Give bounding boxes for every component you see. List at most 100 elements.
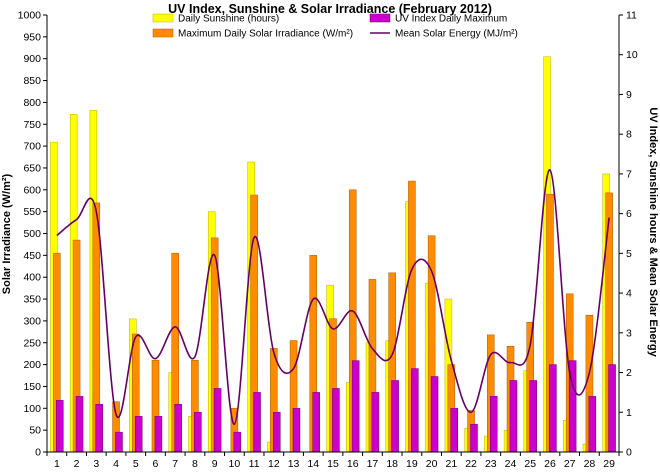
y-right-tick-label: 0	[626, 447, 632, 459]
legend-item-2: UV Index Daily Maximum	[369, 13, 507, 25]
y-left-tick-label: 0	[35, 447, 41, 459]
chart-title: UV Index, Sunshine & Solar Irradiance (F…	[168, 2, 492, 16]
x-tick-label: 14	[307, 458, 319, 470]
x-tick-label: 20	[426, 458, 438, 470]
x-tick-label: 21	[445, 458, 457, 470]
y-left-tick-label: 700	[23, 141, 41, 153]
x-tick-label: 3	[93, 458, 99, 470]
y-left-tick-label: 50	[29, 425, 41, 437]
x-tick-label: 17	[367, 458, 379, 470]
y-right-tick-label: 9	[626, 89, 632, 101]
bar-s2-18	[391, 380, 399, 453]
y-left-tick-label: 400	[23, 272, 41, 284]
bar-s2-16	[351, 360, 360, 453]
bar-s2-23	[489, 396, 498, 453]
bar-s2-6	[154, 416, 163, 453]
legend-item-1: Maximum Daily Solar Irradiance (W/m²)	[152, 29, 353, 40]
x-tick-label: 5	[133, 458, 139, 470]
y-axis-right-title: UV Index, Sunshine hours & Mean Solar En…	[647, 107, 659, 357]
bar-s2-11	[253, 392, 261, 453]
legend-label-2: UV Index Daily Maximum	[395, 14, 507, 25]
bar-s2-14	[312, 392, 320, 453]
y-left-tick-label: 100	[23, 403, 41, 415]
y-axis-left-title: Solar Irradiance (W/m²)	[1, 173, 13, 294]
bar-s2-25	[529, 380, 537, 453]
y-left-tick-label: 500	[23, 228, 41, 240]
x-tick-label: 8	[192, 458, 198, 470]
legend-label-0: Daily Sunshine (hours)	[178, 14, 279, 25]
legend-item-0: Daily Sunshine (hours)	[152, 13, 279, 25]
y-right-tick-label: 2	[626, 367, 632, 379]
y-right-tick-label: 1	[626, 407, 632, 419]
bar-s2-29	[608, 364, 616, 453]
bar-s2-1	[56, 400, 64, 453]
x-tick-label: 28	[584, 458, 596, 470]
y-left-tick-label: 950	[23, 31, 41, 43]
bar-s2-15	[332, 388, 340, 453]
y-left-tick-label: 350	[23, 294, 41, 306]
y-left-tick-label: 300	[23, 315, 41, 327]
y-right-tick-label: 10	[626, 49, 638, 61]
x-tick-label: 1	[54, 458, 60, 470]
bar-s2-19	[411, 368, 419, 453]
x-tick-label: 12	[268, 458, 280, 470]
bar-s2-20	[430, 376, 439, 453]
bar-s2-17	[371, 392, 380, 453]
x-tick-label: 27	[564, 458, 576, 470]
y-left-tick-label: 900	[23, 53, 41, 65]
x-tick-label: 24	[505, 458, 517, 470]
y-left-tick-label: 550	[23, 206, 41, 218]
x-tick-label: 7	[172, 458, 178, 470]
x-tick-label: 10	[229, 458, 241, 470]
bar-s2-5	[134, 416, 143, 453]
bar-s2-21	[450, 408, 459, 453]
x-tick-label: 6	[153, 458, 159, 470]
y-right-tick-label: 8	[626, 129, 632, 141]
y-left-tick-label: 1000	[18, 10, 42, 22]
bar-s2-12	[273, 412, 281, 453]
legend: Daily Sunshine (hours) Maximum Daily Sola…	[152, 13, 518, 40]
legend-label-3: Mean Solar Energy (MJ/m²)	[395, 29, 518, 40]
y-right-tick-label: 4	[626, 288, 632, 300]
y-left-tick-label: 150	[23, 381, 41, 393]
bar-s2-9	[213, 388, 222, 453]
x-tick-label: 18	[386, 458, 398, 470]
x-tick-label: 13	[288, 458, 300, 470]
y-left-tick-label: 450	[23, 250, 41, 262]
x-tick-label: 19	[406, 458, 418, 470]
legend-label-1: Maximum Daily Solar Irradiance (W/m²)	[178, 29, 353, 40]
bar-s2-28	[588, 396, 597, 453]
x-tick-label: 16	[347, 458, 359, 470]
x-tick-label: 4	[113, 458, 119, 470]
bar-s2-3	[95, 404, 103, 453]
line-series-3	[56, 169, 610, 425]
bar-s2-26	[549, 364, 557, 453]
x-tick-label: 23	[485, 458, 497, 470]
y-right-tick-label: 5	[626, 248, 632, 260]
plot-area	[50, 56, 616, 453]
x-tick-label: 22	[465, 458, 477, 470]
x-tick-label: 11	[249, 458, 260, 470]
legend-swatch-2	[369, 13, 391, 23]
bar-s2-13	[292, 408, 301, 453]
y-left-tick-label: 750	[23, 119, 41, 131]
axes: 0501001502002503003504004505005506006507…	[18, 10, 638, 471]
y-right-tick-label: 6	[626, 208, 632, 220]
legend-swatch-0	[152, 13, 174, 23]
bar-s2-4	[115, 431, 123, 453]
bar-s2-24	[509, 380, 518, 453]
bar-s2-7	[174, 404, 182, 453]
y-left-tick-label: 650	[23, 162, 41, 174]
x-tick-label: 9	[212, 458, 218, 470]
x-tick-label: 25	[524, 458, 536, 470]
y-left-tick-label: 250	[23, 337, 41, 349]
legend-item-3: Mean Solar Energy (MJ/m²)	[370, 29, 518, 40]
y-right-tick-label: 7	[626, 168, 632, 180]
bar-s2-8	[194, 412, 202, 453]
bar-s2-22	[470, 423, 478, 453]
y-right-tick-label: 3	[626, 327, 632, 339]
y-left-tick-label: 600	[23, 184, 41, 196]
x-tick-label: 2	[74, 458, 80, 470]
x-tick-label: 26	[544, 458, 556, 470]
x-tick-label: 15	[327, 458, 339, 470]
